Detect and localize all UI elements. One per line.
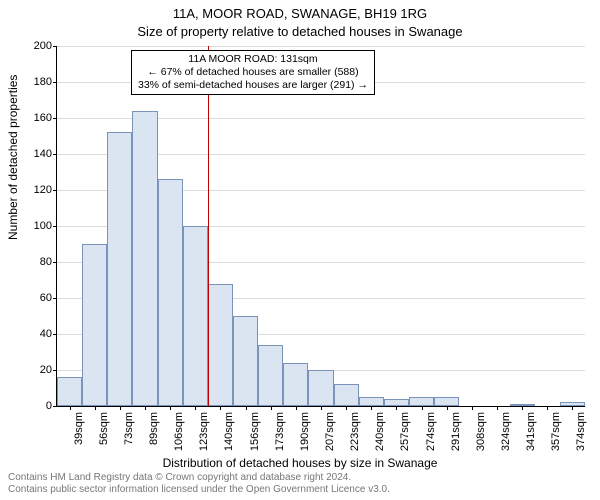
y-tick-label: 140 xyxy=(8,148,52,160)
histogram-bar xyxy=(283,363,308,406)
chart-title-main: 11A, MOOR ROAD, SWANAGE, BH19 1RG xyxy=(0,6,600,21)
plot-area: 11A MOOR ROAD: 131sqm← 67% of detached h… xyxy=(56,46,585,407)
y-tick-mark xyxy=(53,406,57,407)
x-tick-mark xyxy=(120,406,121,410)
x-tick-mark xyxy=(572,406,573,410)
y-tick-label: 100 xyxy=(8,220,52,232)
histogram-bar xyxy=(233,316,258,406)
y-tick-label: 200 xyxy=(8,40,52,52)
y-tick-mark xyxy=(53,46,57,47)
histogram-bar xyxy=(107,132,132,406)
x-tick-label: 274sqm xyxy=(425,412,437,462)
histogram-bar xyxy=(359,397,384,406)
footer-line-1: Contains HM Land Registry data © Crown c… xyxy=(8,472,390,484)
x-tick-label: 173sqm xyxy=(274,412,286,462)
y-tick-label: 120 xyxy=(8,184,52,196)
histogram-bar xyxy=(57,377,82,406)
y-tick-mark xyxy=(53,118,57,119)
histogram-bar xyxy=(409,397,434,406)
x-tick-label: 123sqm xyxy=(198,412,210,462)
x-tick-mark xyxy=(346,406,347,410)
histogram-bar xyxy=(334,384,359,406)
x-tick-label: 190sqm xyxy=(299,412,311,462)
x-tick-mark xyxy=(422,406,423,410)
x-tick-mark xyxy=(220,406,221,410)
histogram-bar xyxy=(208,284,233,406)
x-tick-label: 207sqm xyxy=(324,412,336,462)
gridline xyxy=(57,46,585,47)
x-tick-mark xyxy=(472,406,473,410)
x-tick-mark xyxy=(271,406,272,410)
x-tick-label: 357sqm xyxy=(550,412,562,462)
x-tick-label: 341sqm xyxy=(525,412,537,462)
x-tick-label: 308sqm xyxy=(475,412,487,462)
x-tick-label: 291sqm xyxy=(450,412,462,462)
x-tick-mark xyxy=(170,406,171,410)
x-tick-label: 106sqm xyxy=(173,412,185,462)
y-tick-label: 20 xyxy=(8,364,52,376)
histogram-bar xyxy=(384,399,409,406)
x-tick-label: 56sqm xyxy=(98,412,110,462)
y-tick-label: 180 xyxy=(8,76,52,88)
reference-line xyxy=(208,46,209,406)
x-tick-label: 324sqm xyxy=(500,412,512,462)
y-tick-mark xyxy=(53,262,57,263)
y-tick-label: 60 xyxy=(8,292,52,304)
y-tick-label: 0 xyxy=(8,400,52,412)
histogram-bar xyxy=(158,179,183,406)
annotation-line-3: 33% of semi-detached houses are larger (… xyxy=(138,79,368,92)
y-tick-mark xyxy=(53,226,57,227)
x-tick-mark xyxy=(246,406,247,410)
y-tick-label: 40 xyxy=(8,328,52,340)
x-tick-mark xyxy=(195,406,196,410)
x-tick-label: 374sqm xyxy=(575,412,587,462)
x-tick-label: 257sqm xyxy=(399,412,411,462)
x-tick-label: 39sqm xyxy=(73,412,85,462)
x-tick-mark xyxy=(547,406,548,410)
y-tick-label: 80 xyxy=(8,256,52,268)
histogram-bar xyxy=(258,345,283,406)
y-tick-mark xyxy=(53,370,57,371)
x-tick-label: 73sqm xyxy=(123,412,135,462)
x-tick-mark xyxy=(95,406,96,410)
histogram-bar xyxy=(132,111,157,406)
x-tick-label: 223sqm xyxy=(349,412,361,462)
y-tick-mark xyxy=(53,334,57,335)
x-tick-mark xyxy=(321,406,322,410)
annotation-line-1: 11A MOOR ROAD: 131sqm xyxy=(138,53,368,66)
x-tick-mark xyxy=(296,406,297,410)
x-tick-mark xyxy=(497,406,498,410)
histogram-bar xyxy=(183,226,208,406)
y-tick-mark xyxy=(53,82,57,83)
x-tick-label: 240sqm xyxy=(374,412,386,462)
histogram-bar xyxy=(82,244,107,406)
x-tick-mark xyxy=(396,406,397,410)
annotation-line-2: ← 67% of detached houses are smaller (58… xyxy=(138,66,368,79)
x-tick-mark xyxy=(447,406,448,410)
x-tick-label: 140sqm xyxy=(223,412,235,462)
histogram-bar xyxy=(434,397,459,406)
chart-title-sub: Size of property relative to detached ho… xyxy=(0,24,600,39)
x-tick-label: 156sqm xyxy=(249,412,261,462)
histogram-bar xyxy=(308,370,333,406)
footer-attribution: Contains HM Land Registry data © Crown c… xyxy=(8,472,390,496)
x-tick-mark xyxy=(145,406,146,410)
y-tick-label: 160 xyxy=(8,112,52,124)
x-tick-label: 89sqm xyxy=(148,412,160,462)
y-tick-mark xyxy=(53,298,57,299)
annotation-box: 11A MOOR ROAD: 131sqm← 67% of detached h… xyxy=(131,50,375,95)
x-tick-mark xyxy=(371,406,372,410)
x-tick-mark xyxy=(522,406,523,410)
footer-line-2: Contains public sector information licen… xyxy=(8,484,390,496)
y-tick-mark xyxy=(53,154,57,155)
y-tick-mark xyxy=(53,190,57,191)
x-tick-mark xyxy=(70,406,71,410)
